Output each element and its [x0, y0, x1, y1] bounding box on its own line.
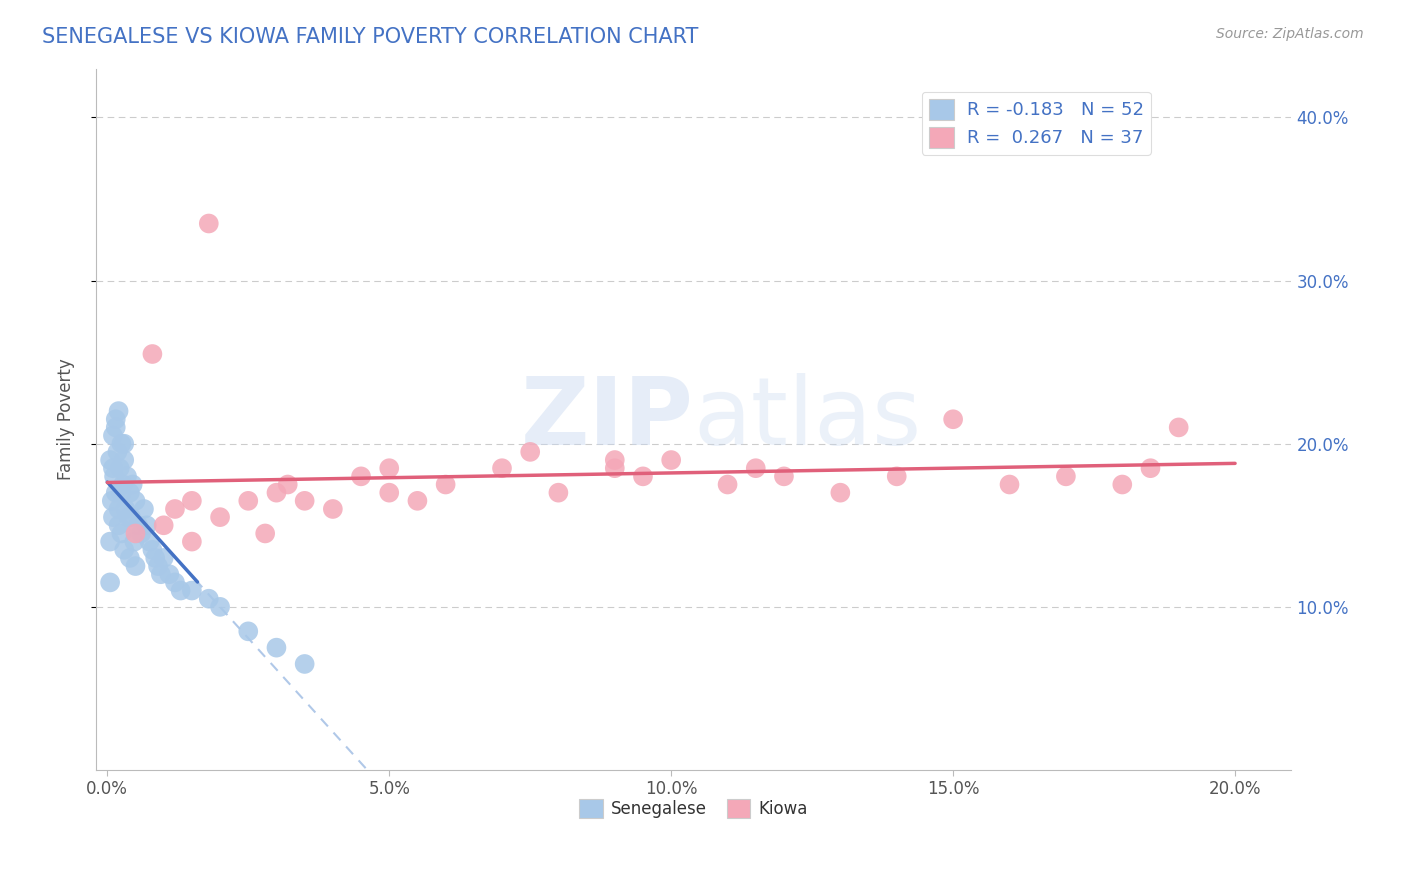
Point: [141, 542, 163, 557]
Point: [138, 534, 160, 549]
Text: Source: ZipAtlas.com: Source: ZipAtlas.com: [1216, 27, 1364, 41]
Point: [659, 453, 682, 467]
Point: [277, 477, 299, 491]
Point: [1139, 461, 1161, 475]
Point: [98, 575, 121, 590]
Point: [1054, 469, 1077, 483]
Point: [1167, 420, 1189, 434]
Point: [322, 502, 344, 516]
Point: [107, 518, 129, 533]
Point: [180, 493, 202, 508]
Point: [180, 583, 202, 598]
Point: [149, 567, 172, 582]
Point: [107, 404, 129, 418]
Point: [101, 461, 124, 475]
Point: [101, 493, 124, 508]
Point: [141, 347, 163, 361]
Point: [118, 485, 141, 500]
Point: [266, 640, 288, 655]
Text: atlas: atlas: [693, 373, 922, 466]
Point: [547, 485, 569, 500]
Point: [886, 469, 908, 483]
Point: [198, 591, 221, 606]
Point: [603, 453, 626, 467]
Point: [157, 567, 180, 582]
Point: [716, 477, 738, 491]
Point: [135, 518, 157, 533]
Text: SENEGALESE VS KIOWA FAMILY POVERTY CORRELATION CHART: SENEGALESE VS KIOWA FAMILY POVERTY CORRE…: [42, 27, 699, 46]
Point: [266, 485, 288, 500]
Point: [238, 624, 260, 639]
Point: [110, 485, 132, 500]
Point: [163, 502, 186, 516]
Point: [169, 583, 191, 598]
Point: [378, 485, 401, 500]
Point: [350, 469, 373, 483]
Text: ZIP: ZIP: [520, 373, 693, 466]
Point: [110, 436, 132, 450]
Point: [124, 559, 146, 574]
Point: [998, 477, 1021, 491]
Point: [112, 453, 135, 467]
Point: [127, 518, 149, 533]
Point: [112, 436, 135, 450]
Y-axis label: Family Poverty: Family Poverty: [58, 359, 75, 480]
Point: [631, 469, 654, 483]
Point: [294, 657, 316, 671]
Point: [254, 526, 277, 541]
Point: [107, 445, 129, 459]
Point: [121, 477, 143, 491]
Point: [103, 469, 125, 483]
Point: [112, 477, 135, 491]
Point: [98, 534, 121, 549]
Point: [107, 502, 129, 516]
Point: [129, 526, 152, 541]
Legend: Senegalese, Kiowa: Senegalese, Kiowa: [572, 792, 814, 825]
Point: [378, 461, 401, 475]
Point: [143, 550, 166, 565]
Point: [209, 510, 232, 524]
Point: [101, 510, 124, 524]
Point: [124, 493, 146, 508]
Point: [519, 445, 541, 459]
Point: [101, 428, 124, 442]
Point: [745, 461, 768, 475]
Point: [146, 559, 169, 574]
Point: [114, 502, 136, 516]
Point: [163, 575, 186, 590]
Point: [1111, 477, 1133, 491]
Point: [294, 493, 316, 508]
Point: [110, 526, 132, 541]
Point: [104, 420, 127, 434]
Point: [132, 502, 155, 516]
Point: [198, 217, 221, 231]
Point: [773, 469, 796, 483]
Point: [603, 461, 626, 475]
Point: [104, 485, 127, 500]
Point: [830, 485, 852, 500]
Point: [152, 518, 174, 533]
Point: [180, 534, 202, 549]
Point: [434, 477, 457, 491]
Point: [98, 453, 121, 467]
Point: [120, 510, 142, 524]
Point: [209, 599, 232, 614]
Point: [124, 534, 146, 549]
Point: [108, 461, 131, 475]
Point: [112, 542, 135, 557]
Point: [118, 510, 141, 524]
Point: [118, 550, 141, 565]
Point: [491, 461, 513, 475]
Point: [406, 493, 429, 508]
Point: [115, 469, 138, 483]
Point: [104, 412, 127, 426]
Point: [152, 550, 174, 565]
Point: [238, 493, 260, 508]
Point: [942, 412, 965, 426]
Point: [124, 526, 146, 541]
